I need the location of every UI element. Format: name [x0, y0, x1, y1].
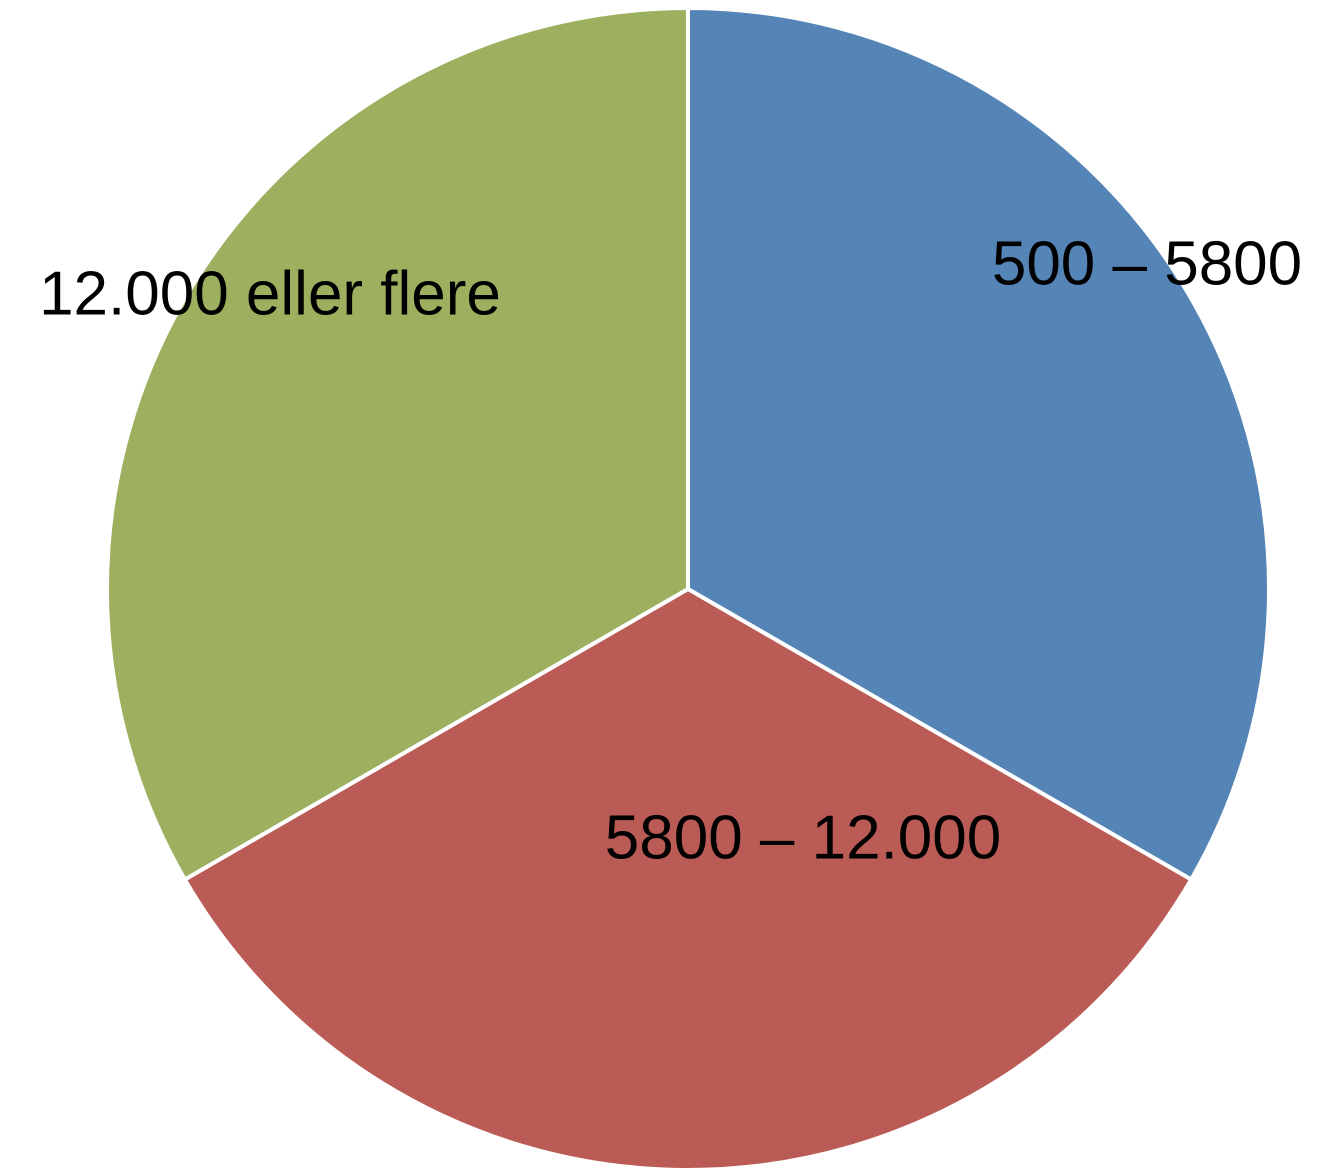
slice-label: 5800 – 12.000: [605, 803, 1002, 872]
pie-slice: [686, 6, 1271, 882]
pie-slice: [182, 587, 1194, 1169]
slice-label: 12.000 eller flere: [39, 259, 501, 328]
slice-label: 500 – 5800: [992, 229, 1302, 298]
pie-slice: [105, 6, 690, 882]
